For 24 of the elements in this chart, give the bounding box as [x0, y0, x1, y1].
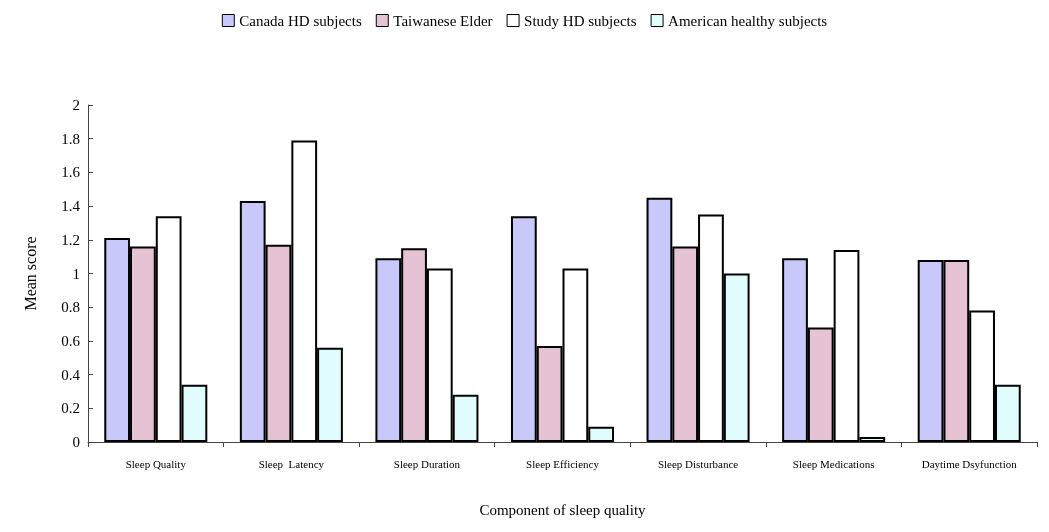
y-tick-label: 0.6 — [61, 332, 81, 349]
y-tick-label: 0 — [72, 434, 80, 450]
y-tick-label: 0.4 — [61, 366, 81, 383]
legend-label: Canada HD subjects — [239, 12, 362, 29]
y-tick-label: 1.6 — [61, 164, 81, 181]
y-tick-label: 0.2 — [61, 400, 80, 417]
x-tick-label: Sleep Efficiency — [526, 457, 600, 470]
legend-label: Taiwanese Elder — [393, 12, 493, 29]
legend-label: American healthy subjects — [668, 12, 828, 29]
y-tick-label: 1.2 — [61, 231, 80, 248]
legend-label: Study HD subjects — [524, 12, 637, 29]
x-tick-label: Sleep Duration — [393, 457, 461, 470]
x-tick-label: Sleep Quality — [125, 457, 187, 470]
y-tick-label: 1 — [72, 265, 80, 282]
x-tick-label: Sleep Latency — [258, 457, 325, 470]
y-tick-label: 1.8 — [61, 130, 80, 147]
x-tick-label: Daytime Dsyfunction — [921, 457, 1018, 470]
y-tick-label: 2 — [72, 97, 80, 113]
y-axis-title: Mean score — [21, 236, 39, 311]
y-tick-label: 1.4 — [61, 198, 81, 215]
x-tick-label: Sleep Medications — [792, 457, 875, 470]
x-axis-title: Component of sleep quality — [479, 501, 647, 518]
x-tick-label: Sleep Disturbance — [657, 457, 739, 470]
y-tick-label: 0.8 — [61, 299, 80, 316]
